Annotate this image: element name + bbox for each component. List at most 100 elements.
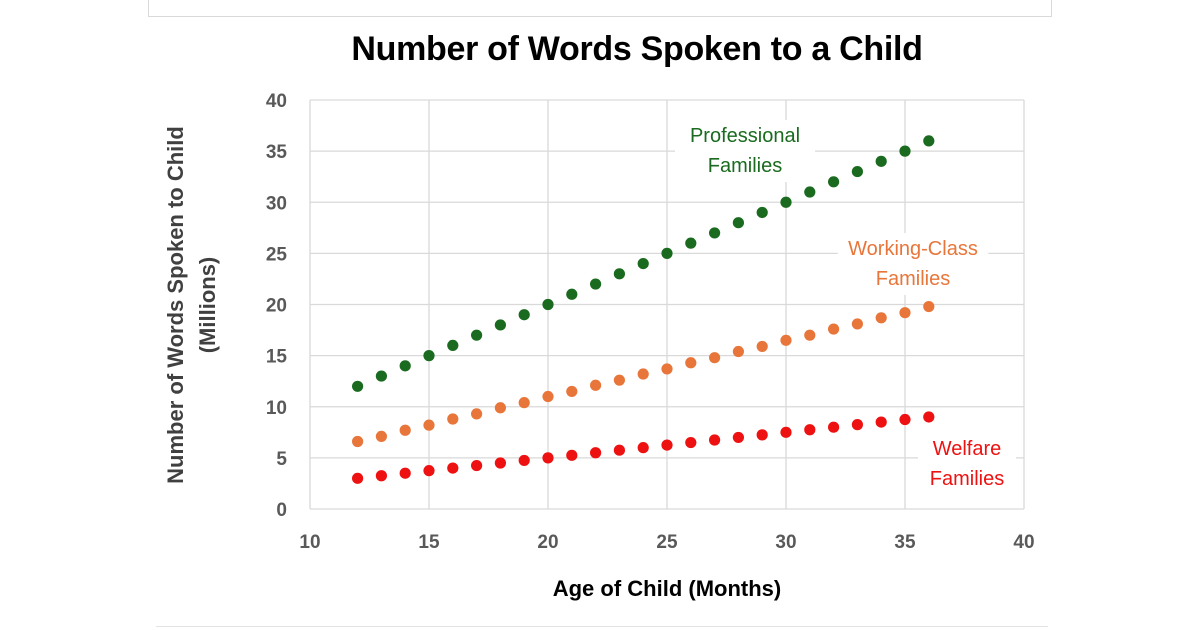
data-point [423,419,435,431]
data-point [447,339,459,351]
y-tick-label: 20 [266,296,287,317]
series-label-text: Families [876,268,950,290]
data-point [471,329,483,341]
data-point [851,419,864,431]
x-tick-label: 35 [894,532,916,553]
data-point [851,165,864,178]
series-label-professional: Professional Families [675,120,815,182]
frame-right-border [1051,0,1052,17]
data-point [780,334,792,346]
frame-bottom-border [156,626,1048,627]
data-point [518,309,530,321]
data-point [899,413,911,426]
data-point [613,268,626,280]
data-point [423,465,435,477]
frame-left-border [148,0,149,17]
series-label-working-class: Working-Class Families [837,233,989,295]
data-point [375,370,387,382]
data-point [637,368,649,380]
data-point [447,413,459,425]
data-point [494,457,506,469]
data-point [566,449,578,461]
data-point [590,379,602,391]
series-label-text: Families [708,155,782,177]
data-point [494,319,506,331]
data-point [732,431,745,444]
series-label-background [675,120,815,182]
data-point [542,452,554,464]
y-tick-label: 30 [266,193,287,214]
data-points [352,135,935,484]
data-point [709,434,721,446]
y-tick-label: 5 [276,449,287,470]
data-point [780,196,792,208]
data-point [590,447,602,459]
data-point [828,323,840,335]
data-point [804,186,816,198]
series-label-background [918,433,1016,495]
tick-labels: 0 5 10 15 20 25 30 35 40 10 15 20 25 30 35 40 [266,91,1035,553]
data-point [566,288,578,300]
data-point [352,435,364,448]
data-point [804,329,816,341]
data-point [875,312,887,324]
series-labels: Professional Families Working-Class Familie… [675,120,1016,495]
data-point [471,459,483,472]
data-point [352,380,364,392]
data-point [518,454,530,467]
data-point [685,237,697,249]
data-point [709,227,721,239]
x-axis-label: Age of Child (Months) [552,576,782,601]
data-point [566,385,578,398]
data-point [375,430,387,443]
series-label-text: Families [930,468,1004,490]
x-tick-label: 20 [537,532,558,553]
x-tick-label: 25 [656,532,678,553]
x-tick-label: 40 [1013,532,1034,553]
data-point [923,411,935,423]
data-point [471,408,483,420]
data-point [494,402,506,414]
data-point [780,426,792,438]
y-tick-label: 35 [266,142,288,163]
data-point [851,318,864,330]
frame-top-border [148,16,1052,17]
y-tick-label: 25 [266,244,288,265]
data-point [375,470,387,482]
data-point [923,135,935,147]
series-label-text: Welfare [933,438,1002,460]
data-point [542,390,554,403]
data-point [661,363,673,375]
data-point [756,340,768,353]
data-point [637,442,649,454]
chart-title: Number of Words Spoken to a Child [351,30,923,68]
x-tick-label: 10 [299,532,320,553]
data-point [685,357,697,369]
data-point [399,424,411,436]
data-point [542,298,554,311]
data-point [518,397,530,409]
data-point [399,360,411,372]
y-tick-label: 40 [266,91,287,112]
x-tick-label: 30 [775,532,796,553]
y-tick-label: 15 [266,347,288,368]
x-tick-label: 15 [418,532,440,553]
data-point [613,444,626,456]
data-point [899,145,911,157]
data-point [756,206,768,219]
data-point [590,278,602,290]
data-point [637,258,649,270]
y-tick-label: 0 [276,500,287,521]
series-label-text: Professional [690,125,800,147]
data-point [923,300,935,313]
series-label-welfare: Welfare Families [918,433,1016,495]
data-point [661,247,673,259]
data-point [352,472,364,484]
data-point [661,439,673,451]
series-label-background [837,233,989,295]
data-point [875,155,887,167]
data-point [732,217,745,229]
series-label-text: Working-Class [848,238,978,260]
